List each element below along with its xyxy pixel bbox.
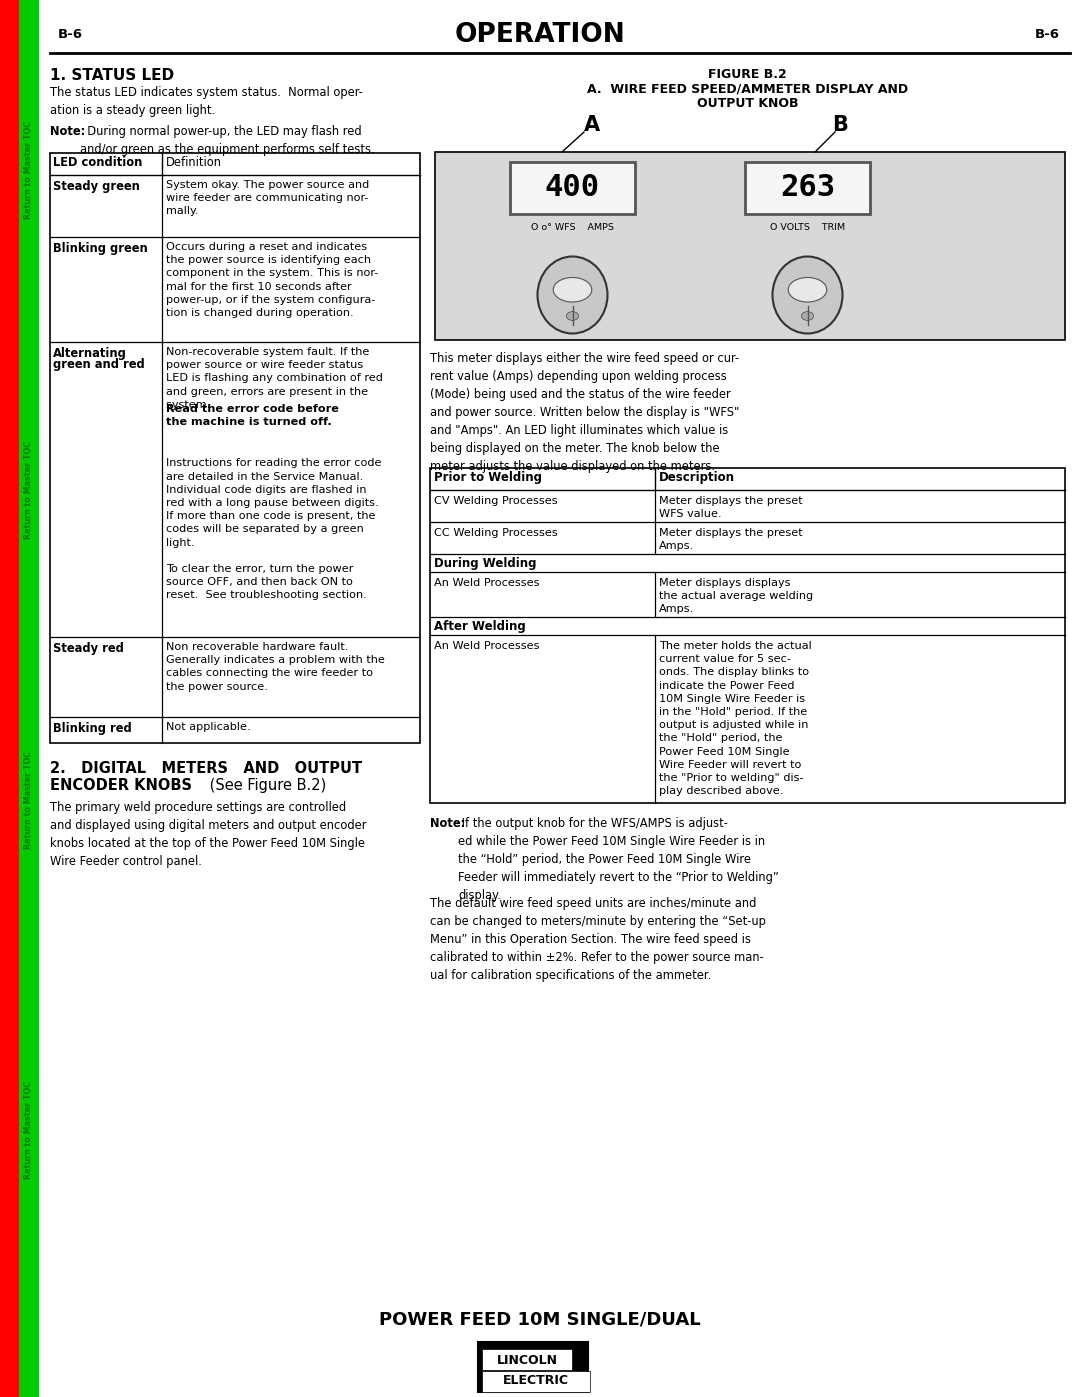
Text: B-6: B-6 xyxy=(58,28,83,42)
Text: O VOLTS    TRIM: O VOLTS TRIM xyxy=(770,224,845,232)
Text: Non recoverable hardware fault.
Generally indicates a problem with the
cables co: Non recoverable hardware fault. Generall… xyxy=(166,643,384,692)
Text: Alternating: Alternating xyxy=(53,346,126,360)
Text: B: B xyxy=(832,115,848,136)
Bar xyxy=(482,1370,590,1391)
Text: The status LED indicates system status.  Normal oper-
ation is a steady green li: The status LED indicates system status. … xyxy=(50,87,363,117)
Bar xyxy=(430,468,1065,803)
Text: Return to Master TOC: Return to Master TOC xyxy=(25,122,33,219)
Ellipse shape xyxy=(553,278,592,302)
Text: Note:: Note: xyxy=(430,817,465,830)
Text: Prior to Welding: Prior to Welding xyxy=(434,471,542,483)
Text: The primary weld procedure settings are controlled
and displayed using digital m: The primary weld procedure settings are … xyxy=(50,800,366,868)
Text: CC Welding Processes: CC Welding Processes xyxy=(434,528,557,538)
Text: green and red: green and red xyxy=(53,358,145,372)
Bar xyxy=(745,162,870,214)
Text: This meter displays either the wire feed speed or cur-
rent value (Amps) dependi: This meter displays either the wire feed… xyxy=(430,352,740,474)
Text: LINCOLN: LINCOLN xyxy=(497,1354,557,1366)
Text: Return to Master TOC: Return to Master TOC xyxy=(25,441,33,539)
Text: Instructions for reading the error code
are detailed in the Service Manual.
Indi: Instructions for reading the error code … xyxy=(166,432,381,601)
Ellipse shape xyxy=(788,278,827,302)
Text: Return to Master TOC: Return to Master TOC xyxy=(25,752,33,849)
Text: 1. STATUS LED: 1. STATUS LED xyxy=(50,68,174,82)
Text: Return to Section TOC: Return to Section TOC xyxy=(5,440,14,541)
Bar xyxy=(0,0,19,1397)
Bar xyxy=(435,152,1065,339)
Text: Meter displays the preset
WFS value.: Meter displays the preset WFS value. xyxy=(659,496,802,520)
Ellipse shape xyxy=(538,257,607,334)
Text: Return to Master TOC: Return to Master TOC xyxy=(25,1081,33,1179)
Text: Steady red: Steady red xyxy=(53,643,124,655)
Text: Return to Section TOC: Return to Section TOC xyxy=(5,1080,14,1180)
Text: Steady green: Steady green xyxy=(53,180,140,193)
Text: O o° WFS    AMPS: O o° WFS AMPS xyxy=(531,224,613,232)
Text: A.  WIRE FEED SPEED/AMMETER DISPLAY AND: A. WIRE FEED SPEED/AMMETER DISPLAY AND xyxy=(586,82,908,96)
Text: The meter holds the actual
current value for 5 sec-
onds. The display blinks to
: The meter holds the actual current value… xyxy=(659,641,812,796)
Text: CV Welding Processes: CV Welding Processes xyxy=(434,496,557,506)
Text: LED condition: LED condition xyxy=(53,156,143,169)
Text: Description: Description xyxy=(659,471,735,483)
Text: The default wire feed speed units are inches/minute and
can be changed to meters: The default wire feed speed units are in… xyxy=(430,897,766,982)
Bar xyxy=(478,1343,588,1391)
Text: B-6: B-6 xyxy=(1035,28,1059,42)
Text: OPERATION: OPERATION xyxy=(455,22,625,47)
Text: Meter displays the preset
Amps.: Meter displays the preset Amps. xyxy=(659,528,802,552)
Text: Read the error code before
the machine is turned off.: Read the error code before the machine i… xyxy=(166,404,339,427)
Text: System okay. The power source and
wire feeder are communicating nor-
mally.: System okay. The power source and wire f… xyxy=(166,180,369,217)
Text: Occurs during a reset and indicates
the power source is identifying each
compone: Occurs during a reset and indicates the … xyxy=(166,242,378,319)
Bar xyxy=(510,162,635,214)
Text: Return to Section TOC: Return to Section TOC xyxy=(5,750,14,851)
Text: Blinking green: Blinking green xyxy=(53,242,148,256)
Bar xyxy=(482,1350,572,1370)
Text: Not applicable.: Not applicable. xyxy=(166,722,251,732)
Text: 263: 263 xyxy=(780,173,835,203)
Text: ELECTRIC: ELECTRIC xyxy=(503,1375,569,1387)
Ellipse shape xyxy=(801,312,813,320)
Text: ®: ® xyxy=(571,1343,579,1351)
Text: An Weld Processes: An Weld Processes xyxy=(434,578,540,588)
Text: A: A xyxy=(584,115,600,136)
Text: An Weld Processes: An Weld Processes xyxy=(434,641,540,651)
Text: Note:: Note: xyxy=(50,124,85,138)
Text: POWER FEED 10M SINGLE/DUAL: POWER FEED 10M SINGLE/DUAL xyxy=(379,1310,701,1329)
Text: After Welding: After Welding xyxy=(434,620,526,633)
Text: Return to Section TOC: Return to Section TOC xyxy=(5,120,14,221)
Text: FIGURE B.2: FIGURE B.2 xyxy=(708,68,787,81)
Ellipse shape xyxy=(772,257,842,334)
Text: 2.   DIGITAL   METERS   AND   OUTPUT: 2. DIGITAL METERS AND OUTPUT xyxy=(50,761,362,775)
Text: During normal power-up, the LED may flash red
and/or green as the equipment perf: During normal power-up, the LED may flas… xyxy=(80,124,375,156)
Text: (See Figure B.2): (See Figure B.2) xyxy=(205,778,326,793)
Text: Definition: Definition xyxy=(166,156,222,169)
Text: Meter displays displays
the actual average welding
Amps.: Meter displays displays the actual avera… xyxy=(659,578,813,615)
Text: OUTPUT KNOB: OUTPUT KNOB xyxy=(697,96,798,110)
Bar xyxy=(19,0,39,1397)
Text: Non-recoverable system fault. If the
power source or wire feeder status
LED is f: Non-recoverable system fault. If the pow… xyxy=(166,346,383,409)
Text: ENCODER KNOBS: ENCODER KNOBS xyxy=(50,778,192,793)
Text: During Welding: During Welding xyxy=(434,557,537,570)
Text: Blinking red: Blinking red xyxy=(53,722,132,735)
Text: 400: 400 xyxy=(545,173,600,203)
Text: If the output knob for the WFS/AMPS is adjust-
ed while the Power Feed 10M Singl: If the output knob for the WFS/AMPS is a… xyxy=(458,817,779,902)
Bar xyxy=(50,154,420,743)
Ellipse shape xyxy=(566,312,579,320)
